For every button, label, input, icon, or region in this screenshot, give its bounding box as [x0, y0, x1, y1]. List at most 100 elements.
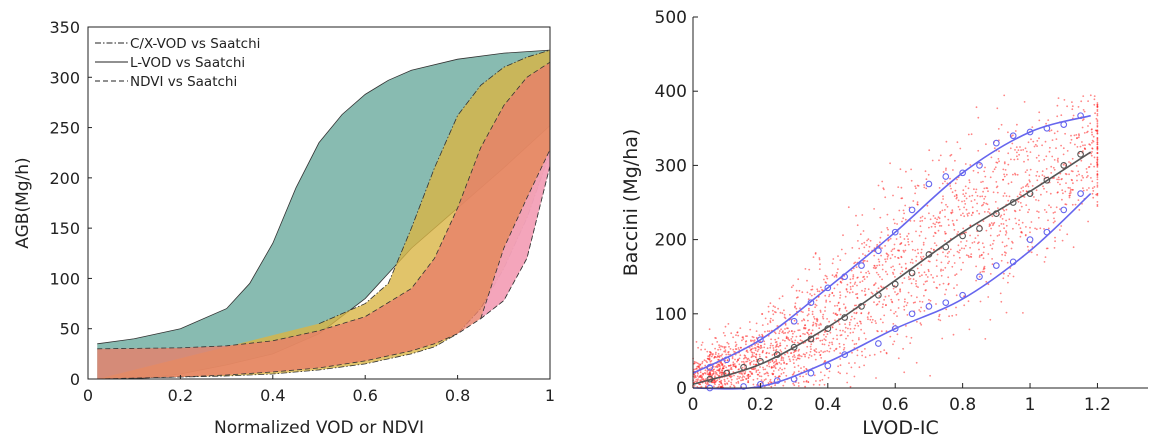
scatter-point	[942, 195, 944, 198]
scatter-point	[1096, 173, 1099, 175]
scatter-point	[863, 332, 866, 335]
y-tick-label: 200	[655, 231, 687, 251]
scatter-point	[1014, 149, 1016, 151]
scatter-point	[907, 241, 910, 243]
scatter-point	[1024, 185, 1027, 188]
scatter-point	[716, 364, 718, 367]
scatter-point	[1062, 153, 1065, 156]
scatter-point	[860, 312, 863, 314]
scatter-point	[713, 357, 715, 359]
scatter-point	[759, 347, 762, 349]
scatter-point	[897, 298, 900, 301]
scatter-point	[892, 343, 894, 346]
scatter-point	[923, 186, 926, 189]
scatter-point	[978, 256, 981, 258]
scatter-point	[911, 240, 914, 243]
scatter-point	[775, 348, 778, 351]
scatter-point	[982, 180, 984, 183]
scatter-point	[755, 322, 758, 325]
scatter-point	[983, 170, 986, 173]
scatter-point	[833, 294, 835, 297]
scatter-point	[744, 356, 746, 359]
scatter-point	[818, 324, 820, 326]
scatter-point	[786, 352, 789, 354]
scatter-point	[809, 345, 812, 348]
scatter-point	[903, 371, 906, 374]
scatter-point	[845, 337, 847, 340]
scatter-point	[1069, 142, 1072, 144]
fit-marker-0	[841, 314, 849, 321]
scatter-point	[730, 366, 733, 369]
scatter-point	[1003, 213, 1006, 216]
scatter-point	[1018, 193, 1021, 196]
scatter-point	[1071, 203, 1074, 206]
scatter-point	[729, 364, 732, 366]
scatter-point	[1036, 145, 1038, 148]
scatter-point	[979, 300, 982, 303]
scatter-point	[1018, 223, 1020, 226]
scatter-point	[1037, 211, 1040, 213]
scatter-point	[784, 328, 786, 330]
scatter-point	[1069, 190, 1072, 193]
scatter-point	[894, 276, 896, 278]
scatter-point	[794, 302, 797, 305]
scatter-point	[1020, 149, 1022, 152]
scatter-point	[833, 275, 836, 278]
scatter-point	[818, 258, 821, 261]
scatter-point	[976, 223, 979, 226]
scatter-point	[779, 349, 782, 351]
fit-marker-0	[875, 291, 882, 299]
scatter-point	[979, 254, 981, 257]
scatter-point	[823, 333, 825, 336]
scatter-point	[729, 385, 732, 388]
scatter-point	[869, 318, 872, 321]
scatter-point	[1017, 200, 1020, 203]
scatter-point	[1033, 145, 1036, 148]
scatter-point	[896, 315, 898, 317]
scatter-point	[1023, 101, 1026, 103]
scatter-point	[970, 253, 973, 256]
scatter-point	[1003, 209, 1005, 212]
scatter-point	[750, 356, 753, 359]
scatter-point	[997, 158, 1000, 160]
scatter-point	[898, 263, 901, 266]
scatter-point	[968, 328, 971, 331]
scatter-point	[817, 337, 820, 340]
y-tick-label: 250	[49, 119, 80, 138]
scatter-point	[793, 341, 796, 344]
scatter-point	[730, 378, 733, 381]
scatter-point	[848, 321, 851, 324]
scatter-point	[935, 265, 938, 267]
scatter-point	[887, 239, 890, 242]
scatter-point	[839, 313, 842, 316]
scatter-point	[963, 200, 966, 202]
scatter-point	[710, 360, 713, 362]
scatter-point	[773, 331, 776, 333]
scatter-point	[799, 355, 801, 357]
scatter-point	[1023, 196, 1026, 198]
scatter-point	[1058, 178, 1060, 181]
scatter-point	[1003, 162, 1006, 165]
scatter-point	[978, 241, 980, 244]
scatter-point	[996, 191, 999, 194]
scatter-point	[962, 261, 964, 264]
scatter-point	[782, 339, 784, 341]
scatter-point	[1028, 179, 1031, 182]
scatter-point	[749, 349, 752, 352]
scatter-point	[941, 337, 944, 340]
scatter-point	[875, 322, 877, 324]
scatter-point	[890, 250, 893, 253]
scatter-point	[928, 226, 930, 229]
scatter-point	[734, 366, 737, 368]
scatter-point	[881, 264, 884, 266]
scatter-point	[982, 190, 984, 193]
scatter-point	[786, 363, 788, 365]
scatter-point	[1093, 186, 1096, 188]
scatter-point	[901, 282, 904, 284]
scatter-point	[965, 208, 968, 211]
scatter-point	[800, 355, 803, 358]
scatter-point	[1056, 178, 1058, 181]
scatter-point	[781, 368, 783, 371]
scatter-point	[853, 304, 856, 307]
scatter-point	[849, 278, 852, 281]
